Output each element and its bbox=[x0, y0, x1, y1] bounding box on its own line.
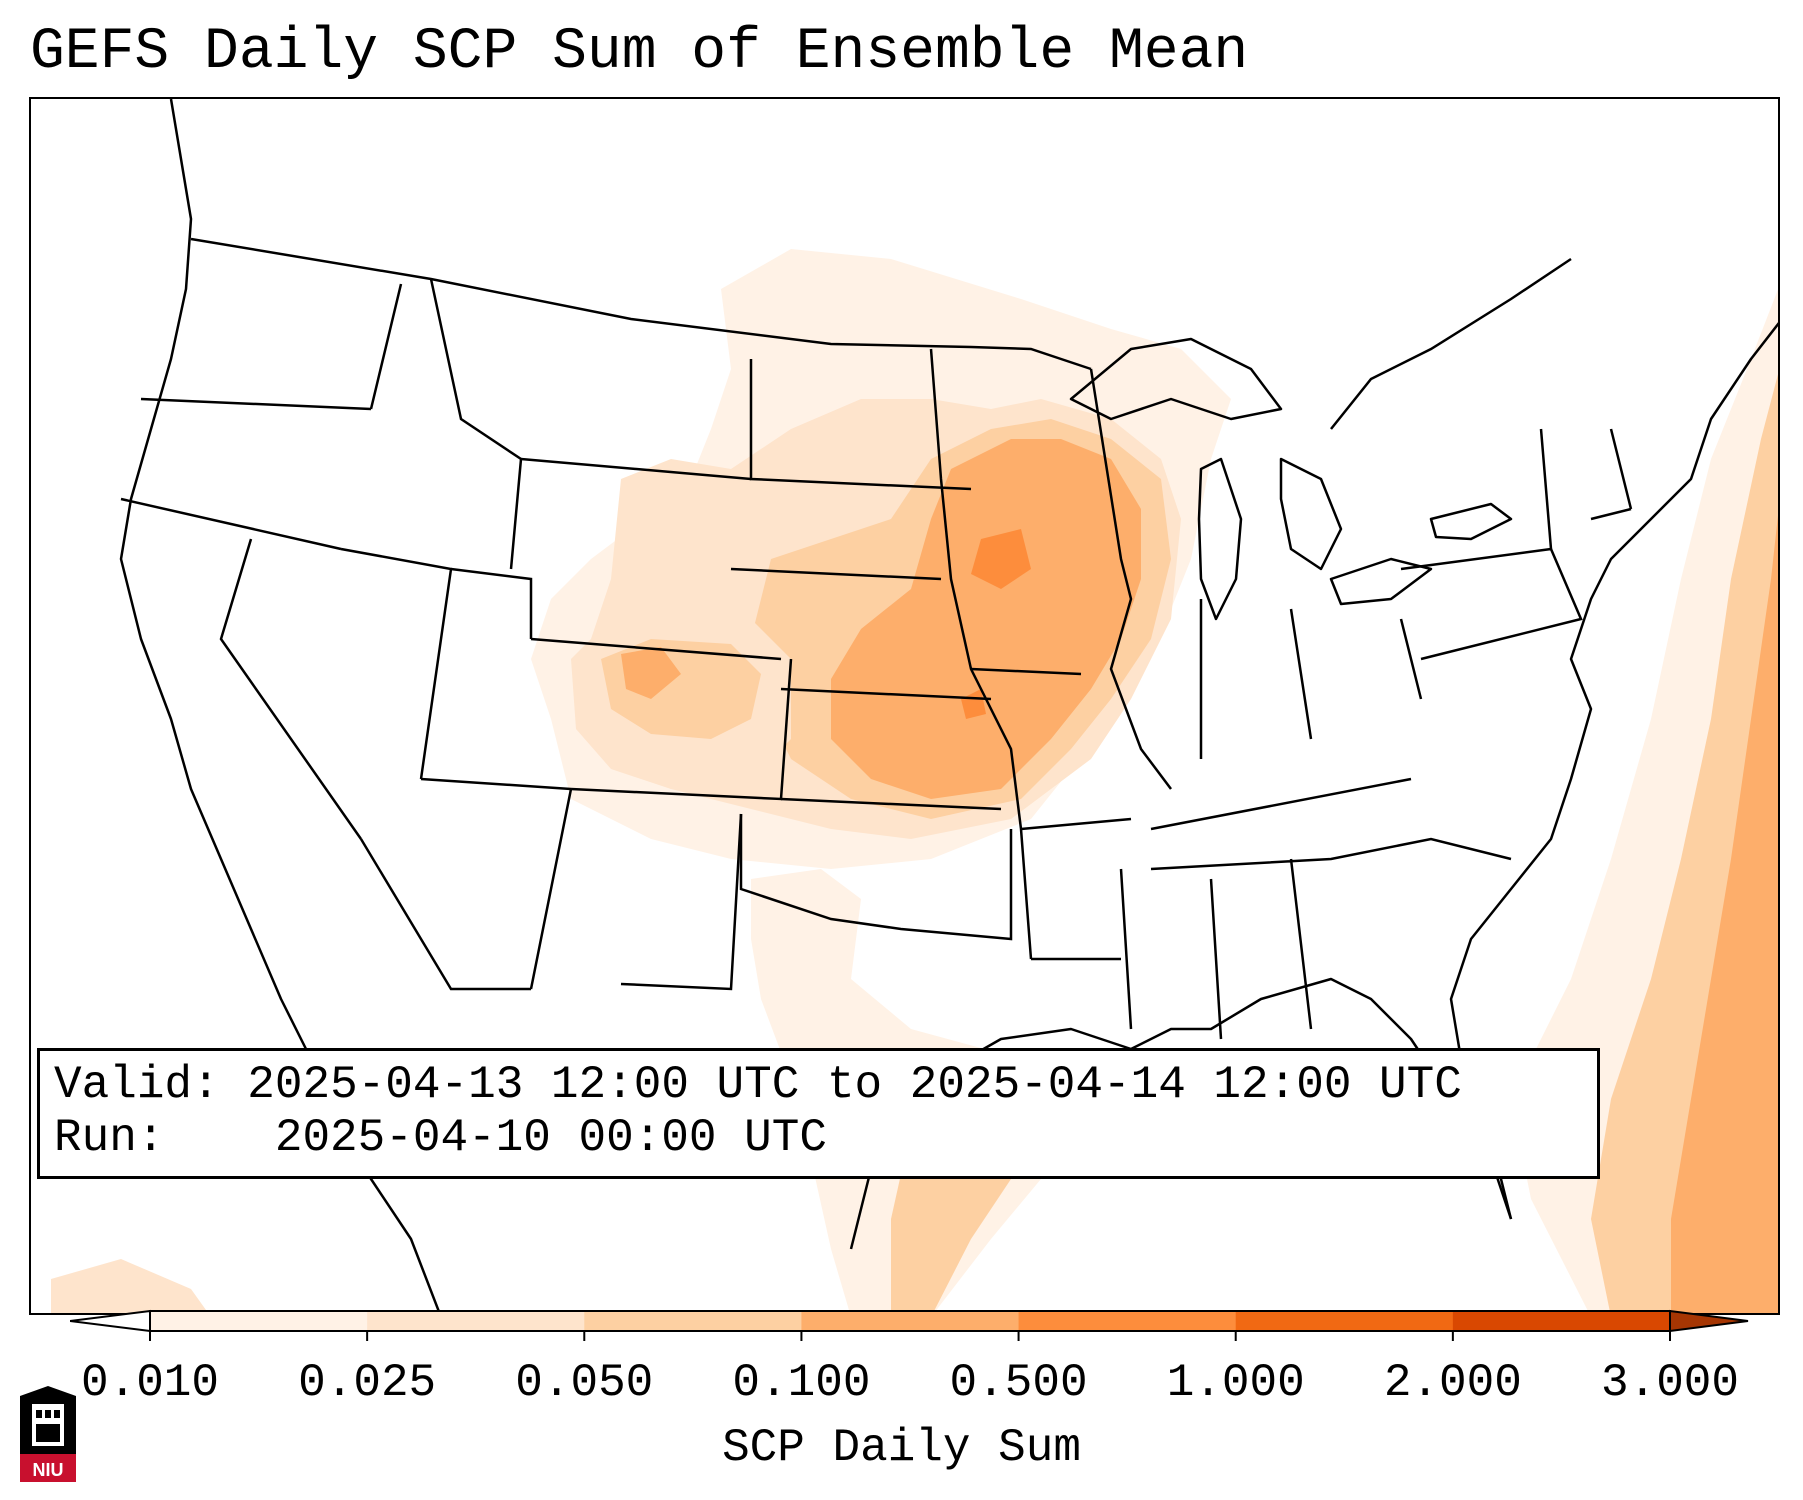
wa-or-border bbox=[140, 397, 372, 411]
state-borders bbox=[120, 237, 1633, 1040]
mo-ar-border bbox=[1020, 817, 1132, 831]
scp-area-plains-peak bbox=[971, 529, 1031, 589]
lake-erie bbox=[1329, 557, 1433, 606]
colorbar-segment bbox=[150, 1311, 368, 1331]
scp-area-atlantic-core bbox=[1671, 515, 1778, 1313]
valid-text: 2025-04-13 12:00 UTC to 2025-04-14 12:00… bbox=[247, 1059, 1462, 1111]
colorbar-tick-label: 1.000 bbox=[1166, 1357, 1305, 1409]
colorbar-segment bbox=[801, 1311, 1020, 1331]
colorbar-segments bbox=[70, 1309, 1749, 1333]
tn-ky-border bbox=[1150, 777, 1412, 831]
ms-al-border bbox=[1119, 868, 1223, 1040]
pa-borders bbox=[1400, 547, 1583, 661]
nd-sd-border bbox=[749, 359, 972, 491]
lake-michigan bbox=[1197, 457, 1243, 621]
lake-huron bbox=[1279, 457, 1343, 571]
valid-run-box: Valid: 2025-04-13 12:00 UTC to 2025-04-1… bbox=[37, 1048, 1600, 1179]
ia-mo-border bbox=[970, 667, 1082, 676]
ca-nv-border bbox=[219, 538, 363, 840]
niu-red-band bbox=[20, 1454, 76, 1482]
northeast-borders bbox=[1539, 428, 1633, 550]
sd-ne-border bbox=[730, 567, 942, 581]
colorbar-ticks bbox=[149, 1331, 1671, 1341]
valid-line: Valid: 2025-04-13 12:00 UTC to 2025-04-1… bbox=[54, 1059, 1583, 1112]
colorbar-tick-label: 0.010 bbox=[80, 1357, 220, 1409]
atlantic-coastline bbox=[1449, 322, 1778, 1220]
oh-borders bbox=[1289, 608, 1423, 740]
colorbar-tick-label: 0.050 bbox=[515, 1357, 654, 1409]
colorbar-tick-label: 3.000 bbox=[1600, 1357, 1740, 1409]
colorbar-segment bbox=[1235, 1311, 1454, 1331]
or-ca-border bbox=[120, 497, 342, 551]
scp-area-colorado-core bbox=[621, 647, 681, 699]
run-text: 2025-04-10 00:00 UTC bbox=[274, 1112, 827, 1164]
scp-area-sw-corner bbox=[51, 1259, 209, 1313]
colorbar-segment bbox=[584, 1311, 802, 1331]
niu-logo-text: NIU bbox=[33, 1460, 64, 1480]
scp-area-plains-core bbox=[831, 439, 1141, 799]
mt-wy-border bbox=[520, 457, 752, 481]
tx-nm-border bbox=[620, 813, 743, 991]
colorbar bbox=[70, 1309, 1749, 1341]
run-label: Run: bbox=[54, 1112, 165, 1164]
scp-area-ks-peak bbox=[961, 689, 986, 719]
valid-label: Valid: bbox=[54, 1059, 220, 1111]
colorbar-over-arrow bbox=[1669, 1309, 1749, 1333]
nv-ut-border bbox=[340, 547, 453, 780]
colorbar-label: SCP Daily Sum bbox=[722, 1422, 1081, 1474]
az-nm-border bbox=[359, 788, 573, 991]
chart-title: GEFS Daily SCP Sum of Ensemble Mean bbox=[30, 20, 1249, 85]
colorbar-tick-label: 0.500 bbox=[949, 1357, 1088, 1409]
ok-tx-border bbox=[739, 814, 1013, 941]
niu-logo: NIU bbox=[20, 1386, 76, 1482]
colorbar-segment bbox=[1018, 1311, 1237, 1331]
colorbar-tick-label: 2.000 bbox=[1383, 1357, 1522, 1409]
run-line: Run: 2025-04-10 00:00 UTC bbox=[54, 1112, 1583, 1165]
colorbar-segment bbox=[367, 1311, 585, 1331]
colorbar-tick-label: 0.100 bbox=[732, 1357, 871, 1409]
wy-co-border bbox=[530, 637, 782, 661]
lake-superior bbox=[1069, 337, 1283, 421]
colorbar-under-arrow bbox=[70, 1309, 151, 1333]
ks-ok-border bbox=[780, 797, 1002, 811]
idaho-border bbox=[369, 278, 523, 570]
colorbar-tick-label: 0.025 bbox=[298, 1357, 437, 1409]
ne-ks-border bbox=[780, 687, 992, 701]
colorbar-border bbox=[149, 1310, 1671, 1332]
southeast-borders bbox=[1150, 837, 1512, 1030]
ut-co-border bbox=[420, 567, 572, 791]
lake-ontario bbox=[1429, 502, 1513, 541]
wi-il-border bbox=[1089, 368, 1172, 790]
colorbar-segment bbox=[1452, 1311, 1671, 1331]
